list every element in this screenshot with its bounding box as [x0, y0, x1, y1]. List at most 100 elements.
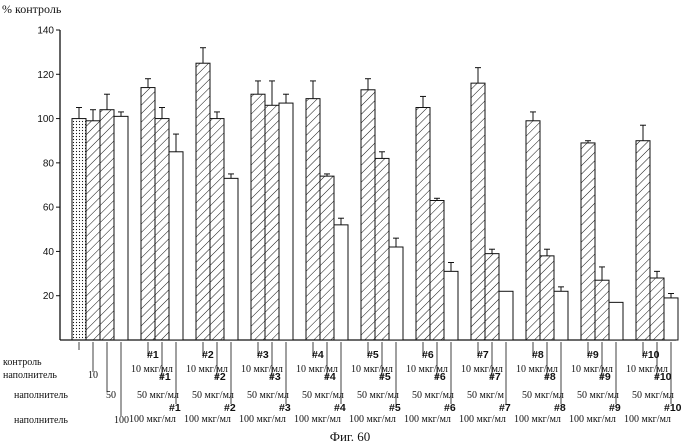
group-number-label: #7 [489, 371, 501, 383]
bar [113, 115, 129, 341]
bar [250, 93, 266, 341]
y-tick-label: 100 [37, 114, 54, 125]
group-number-label: #2 [202, 349, 214, 361]
group-number-label: #8 [544, 371, 556, 383]
bar [608, 301, 624, 341]
bar [154, 118, 170, 341]
dose-label: 10 мкг/мл [516, 364, 558, 375]
bar [319, 175, 335, 341]
bar [429, 200, 445, 341]
group-number-label: #2 [224, 402, 236, 414]
group-number-label: #8 [532, 349, 544, 361]
dose-label: 10 мкг/мл [626, 364, 668, 375]
group-number-label: #1 [147, 349, 159, 361]
bar [85, 120, 101, 341]
y-tick-label: 40 [43, 247, 55, 258]
dose-label: 10 мкг/мл [241, 364, 283, 375]
bar [264, 104, 280, 341]
dose-label: 100 мкг/мл [404, 414, 451, 425]
vehicle-dose-label: 50 [106, 390, 116, 401]
figure-caption: Фиг. 60 [329, 429, 371, 444]
bar [209, 118, 225, 341]
group-number-label: #10 [642, 349, 660, 361]
bar [498, 290, 514, 341]
bar [553, 290, 569, 341]
bar [470, 82, 486, 341]
group-number-label: #10 [664, 402, 682, 414]
dose-label: 100 мкг/мл [569, 414, 616, 425]
bar [71, 118, 87, 341]
dose-label: 10 мкг/мл [571, 364, 613, 375]
bar [415, 107, 431, 341]
bar [333, 224, 349, 341]
vehicle-dose-label: 10 [88, 370, 98, 381]
bar [278, 102, 294, 341]
bar [305, 98, 321, 341]
vehicle-dose-label: 100 [114, 415, 129, 426]
dose-label: 100 мкг/мл [184, 414, 231, 425]
bar [195, 62, 211, 341]
dose-label: 100 мкг/мл [129, 414, 176, 425]
bar [484, 253, 500, 341]
group-number-label: #5 [367, 349, 379, 361]
group-number-label: #9 [609, 402, 621, 414]
dose-label: 10 мкг/мл [131, 364, 173, 375]
dose-label: 100 мкг/мл [239, 414, 286, 425]
dose-label: 10 мкг/мл [351, 364, 393, 375]
bar [168, 151, 184, 341]
group-number-label: #4 [324, 371, 336, 383]
dose-label: 100 мкг/мл [514, 414, 561, 425]
y-tick-label: 120 [37, 70, 54, 81]
bar [525, 120, 541, 341]
group-number-label: #5 [389, 402, 401, 414]
bar [443, 270, 459, 341]
group-number-label: #1 [159, 371, 171, 383]
y-tick-label: 80 [43, 158, 55, 169]
bar [580, 142, 596, 341]
dose-label: 50 мкг/мл [192, 390, 234, 401]
vehicle-label: наполнитель [3, 370, 57, 381]
dose-label: 100 мкг/мл [349, 414, 396, 425]
group-number-label: #2 [214, 371, 226, 383]
group-number-label: #3 [279, 402, 291, 414]
bar [360, 89, 376, 341]
bar [388, 246, 404, 341]
dose-label: 50 мкг/мл [302, 390, 344, 401]
bar [374, 157, 390, 341]
bar [223, 177, 239, 341]
bar [649, 277, 665, 341]
group-number-label: #6 [422, 349, 434, 361]
dose-label: 10 мкг/мл [186, 364, 228, 375]
dose-label: 50 мкг/мл [412, 390, 454, 401]
bar [99, 109, 115, 341]
y-tick-label: 140 [37, 26, 54, 37]
dose-label: 50 мкг/мл [247, 390, 289, 401]
bar [635, 140, 651, 341]
dose-label: 10 мкг/мл [296, 364, 338, 375]
bar [594, 279, 610, 341]
group-number-label: #7 [499, 402, 511, 414]
y-tick-label: 60 [43, 203, 55, 214]
dose-label: 50 мкг/м [467, 390, 505, 401]
y-axis-label: % контроль [2, 2, 62, 16]
group-number-label: #5 [379, 371, 391, 383]
dose-label: 10 мкг/мл [406, 364, 448, 375]
group-number-label: #4 [334, 402, 346, 414]
dose-label: 50 мкг/мл [522, 390, 564, 401]
dose-label: 50 мкг/мл [137, 390, 179, 401]
dose-label: 100 мкг/мл [294, 414, 341, 425]
bar [663, 297, 679, 341]
group-number-label: #6 [444, 402, 456, 414]
bar [140, 87, 156, 341]
group-number-label: #1 [169, 402, 181, 414]
group-number-label: #3 [257, 349, 269, 361]
group-number-label: #9 [587, 349, 599, 361]
y-tick-label: 20 [43, 291, 55, 302]
group-number-label: #6 [434, 371, 446, 383]
group-number-label: #4 [312, 349, 324, 361]
vehicle-label: наполнитель [14, 415, 68, 426]
dose-label: 100 мкг/мл [459, 414, 506, 425]
bar [539, 255, 555, 341]
group-number-label: #7 [477, 349, 489, 361]
